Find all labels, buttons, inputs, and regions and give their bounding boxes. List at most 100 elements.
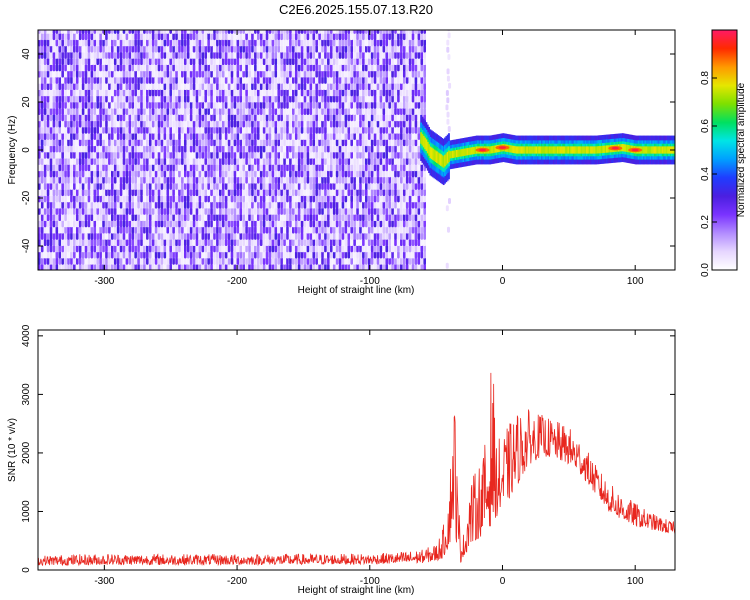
spectrogram-cell xyxy=(370,45,374,53)
spectrogram-cell xyxy=(166,213,170,222)
spectrogram-cell xyxy=(248,126,251,134)
spectrogram-cell xyxy=(87,101,91,109)
spectrogram-cell xyxy=(248,70,251,78)
spectrogram-cell xyxy=(73,238,76,246)
spectrogram-cell xyxy=(204,120,208,128)
spectrogram-cell xyxy=(233,220,237,228)
spectrogram-cell xyxy=(239,82,243,90)
spectrogram-cell xyxy=(81,151,85,159)
spectrogram-cell xyxy=(73,45,76,53)
spectrogram-cell xyxy=(160,226,164,234)
spectrogram-cell xyxy=(134,195,137,203)
spectrogram-cell xyxy=(254,207,257,215)
spectrogram-cell xyxy=(84,30,88,34)
spectrogram-cell xyxy=(230,64,234,72)
spectrogram-cell xyxy=(356,195,359,203)
spectrogram-cell xyxy=(382,95,386,103)
spectrogram-cell xyxy=(321,257,324,265)
spectrogram-cell xyxy=(110,30,114,34)
spectrogram-cell xyxy=(38,89,41,97)
spectrogram-cell xyxy=(201,226,205,234)
spectrogram-cell xyxy=(87,151,91,159)
spectrogram-cell xyxy=(40,251,44,259)
spectrogram-cell xyxy=(58,76,62,84)
spectrogram-cell xyxy=(49,114,53,122)
spectrogram-cell xyxy=(160,70,164,78)
spectrogram-cell xyxy=(105,251,108,259)
spectrogram-cell xyxy=(210,201,213,209)
spectrogram-cell xyxy=(385,39,389,47)
spectrogram-cell xyxy=(195,51,199,59)
spectrogram-cell xyxy=(58,151,62,159)
spectrogram-cell xyxy=(55,45,59,53)
spectrogram-cell xyxy=(402,182,406,190)
spectrogram-cell xyxy=(370,257,374,265)
spectrogram-cell xyxy=(99,76,102,84)
spectrogram-cell xyxy=(163,82,167,90)
spectrogram-cell xyxy=(148,51,152,59)
spectrogram-cell xyxy=(251,182,254,190)
spectrogram-cell xyxy=(227,70,231,78)
spectrogram-cell xyxy=(370,30,374,34)
spectrogram-cell xyxy=(280,145,283,153)
spectrogram-cell xyxy=(242,157,245,165)
spectrogram-cell xyxy=(321,195,324,203)
spectrogram-cell xyxy=(96,251,99,259)
spectrogram-cell xyxy=(110,95,114,103)
spectrogram-cell xyxy=(335,107,339,115)
spectrogram-cell xyxy=(189,157,193,165)
spectrogram-cell xyxy=(362,64,365,72)
spectrogram-cell xyxy=(262,213,266,222)
spectrogram-cell xyxy=(55,151,59,159)
spectrogram-cell xyxy=(254,51,257,59)
spectrogram-cell xyxy=(58,238,62,246)
spectrogram-cell xyxy=(356,70,359,78)
spectrogram-cell xyxy=(242,170,245,178)
spectrogram-cell xyxy=(230,89,234,97)
spectrogram-cell xyxy=(157,157,161,165)
spectrogram-cell xyxy=(379,45,383,53)
spectrogram-cell xyxy=(210,207,213,215)
spectrogram-cell xyxy=(335,188,339,197)
spectrogram-cell xyxy=(67,188,70,197)
spectrogram-cell xyxy=(321,207,324,215)
spectrogram-cell xyxy=(362,245,365,253)
spectrogram-cell xyxy=(379,238,383,246)
spectrogram-cell xyxy=(219,251,222,259)
spectrogram-cell xyxy=(78,251,82,259)
spectrogram-cell xyxy=(329,51,333,59)
spectrogram-cell xyxy=(327,213,330,222)
spectrogram-cell xyxy=(233,95,237,103)
spectrogram-cell xyxy=(297,232,301,240)
spectrogram-cell xyxy=(312,176,316,184)
spectrogram-cell xyxy=(350,188,353,197)
spectrogram-cell xyxy=(259,89,263,97)
spectrogram-cell xyxy=(312,51,316,59)
spectrogram-cell xyxy=(367,251,371,259)
spectrogram-cell xyxy=(251,176,254,184)
spectrogram-cell xyxy=(400,82,403,90)
spectrogram-cell xyxy=(143,195,146,203)
spectrogram-cell xyxy=(189,32,193,41)
spectrogram-cell xyxy=(239,195,243,203)
spectrogram-cell xyxy=(169,151,172,159)
spectrogram-cell xyxy=(408,132,412,140)
spectrogram-cell xyxy=(359,195,362,203)
spectrogram-cell xyxy=(207,89,210,97)
spectrogram-cell xyxy=(283,188,286,197)
spectrogram-cell xyxy=(137,95,140,103)
spectrogram-cell xyxy=(277,195,281,203)
spectrogram-cell xyxy=(242,101,245,109)
spectrogram-cell xyxy=(329,257,333,265)
spectrogram-cell xyxy=(64,257,67,265)
spectrogram-cell xyxy=(84,132,88,140)
spectrogram-cell xyxy=(84,95,88,103)
spectrogram-cell xyxy=(315,163,318,172)
spectrogram-cell xyxy=(213,151,216,159)
spectrogram-cell xyxy=(154,176,158,184)
spectrogram-cell xyxy=(43,257,47,265)
spectrogram-cell xyxy=(131,207,135,215)
spectrogram-cell xyxy=(245,64,248,72)
spectrogram-cell xyxy=(96,170,99,178)
spectrogram-cell xyxy=(87,157,91,165)
